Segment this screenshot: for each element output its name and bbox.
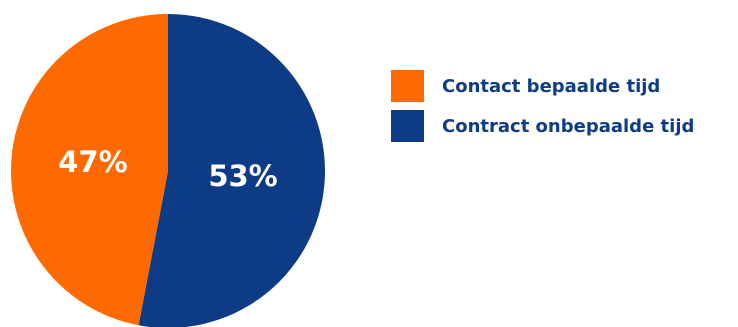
chart-legend: Contact bepaalde tijd Contract onbepaald…: [391, 70, 694, 142]
pie-value-label: 53%: [208, 159, 277, 193]
pie-value-label: 47%: [58, 145, 127, 179]
pie-slice-contract-onbepaalde-tijd: [138, 14, 325, 327]
legend-label: Contract onbepaalde tijd: [442, 115, 695, 137]
legend-item-contract-onbepaalde-tijd: Contract onbepaalde tijd: [391, 110, 694, 142]
legend-swatch-blue: [391, 110, 424, 142]
legend-swatch-orange: [391, 70, 424, 102]
legend-item-contact-bepaalde-tijd: Contact bepaalde tijd: [391, 70, 694, 102]
pie-labels: 53% 47%: [58, 145, 277, 193]
legend-label: Contact bepaalde tijd: [442, 75, 661, 97]
pie-slices: [10, 14, 325, 327]
pie-slice-contact-bepaalde-tijd: [10, 14, 168, 326]
